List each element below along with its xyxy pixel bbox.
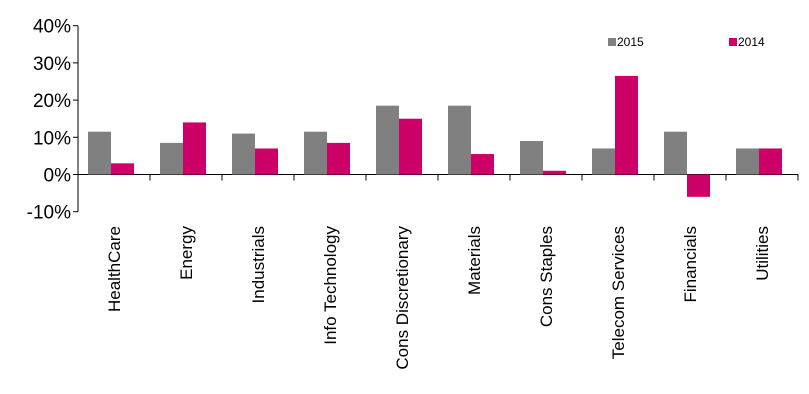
bar-2015-financials xyxy=(664,131,687,175)
category-label: HealthCare xyxy=(105,226,124,312)
bar-2015-cons-staples xyxy=(520,141,543,175)
y-tick-label: 10% xyxy=(33,128,71,149)
y-tick-label: 0% xyxy=(44,166,72,187)
category-label: Cons Discretionary xyxy=(393,226,412,370)
bar-2014-telecom-services xyxy=(615,75,638,175)
category-label: Materials xyxy=(465,226,484,295)
category-label: Info Technology xyxy=(321,226,340,345)
bars xyxy=(88,75,782,197)
bar-2015-utilities xyxy=(736,148,759,175)
category-label: Cons Staples xyxy=(537,226,556,327)
category-label: Industrials xyxy=(249,226,268,303)
y-tick-label: 30% xyxy=(33,54,71,75)
bar-2015-materials xyxy=(448,105,471,175)
category-label: Financials xyxy=(681,226,700,303)
bar-2014-materials xyxy=(471,154,494,175)
category-labels: HealthCare Energy Industrials Info Technolo… xyxy=(105,226,772,370)
legend-label-2014: 2014 xyxy=(738,35,765,49)
legend-swatch-2015 xyxy=(608,38,616,46)
bar-2014-info-technology xyxy=(327,142,350,175)
bar-2014-healthcare xyxy=(111,163,134,175)
bar-2014-energy xyxy=(183,122,206,175)
bar-2015-info-technology xyxy=(304,131,327,175)
bar-2015-cons-discretionary xyxy=(376,105,399,175)
bar-2014-cons-staples xyxy=(543,170,566,175)
bar-2014-utilities xyxy=(759,148,782,175)
bar-2015-industrials xyxy=(232,133,255,175)
bar-2015-healthcare xyxy=(88,131,111,175)
bar-2015-telecom-services xyxy=(592,148,615,175)
legend: 2015 2014 xyxy=(608,35,765,49)
bar-2014-financials xyxy=(687,174,710,197)
category-label: Utilities xyxy=(753,226,772,281)
y-tick-label: 20% xyxy=(33,91,71,112)
legend-label-2015: 2015 xyxy=(617,35,644,49)
y-tick-label: -10% xyxy=(27,203,71,224)
category-label: Energy xyxy=(177,226,196,280)
legend-swatch-2014 xyxy=(729,38,737,46)
category-label: Telecom Services xyxy=(609,226,628,359)
bar-2014-cons-discretionary xyxy=(399,118,422,175)
bar-2015-energy xyxy=(160,142,183,175)
y-axis: -10% 0% 10% 20% 30% 40% xyxy=(27,17,79,224)
bar-2014-industrials xyxy=(255,148,278,175)
y-tick-label: 40% xyxy=(33,17,71,38)
